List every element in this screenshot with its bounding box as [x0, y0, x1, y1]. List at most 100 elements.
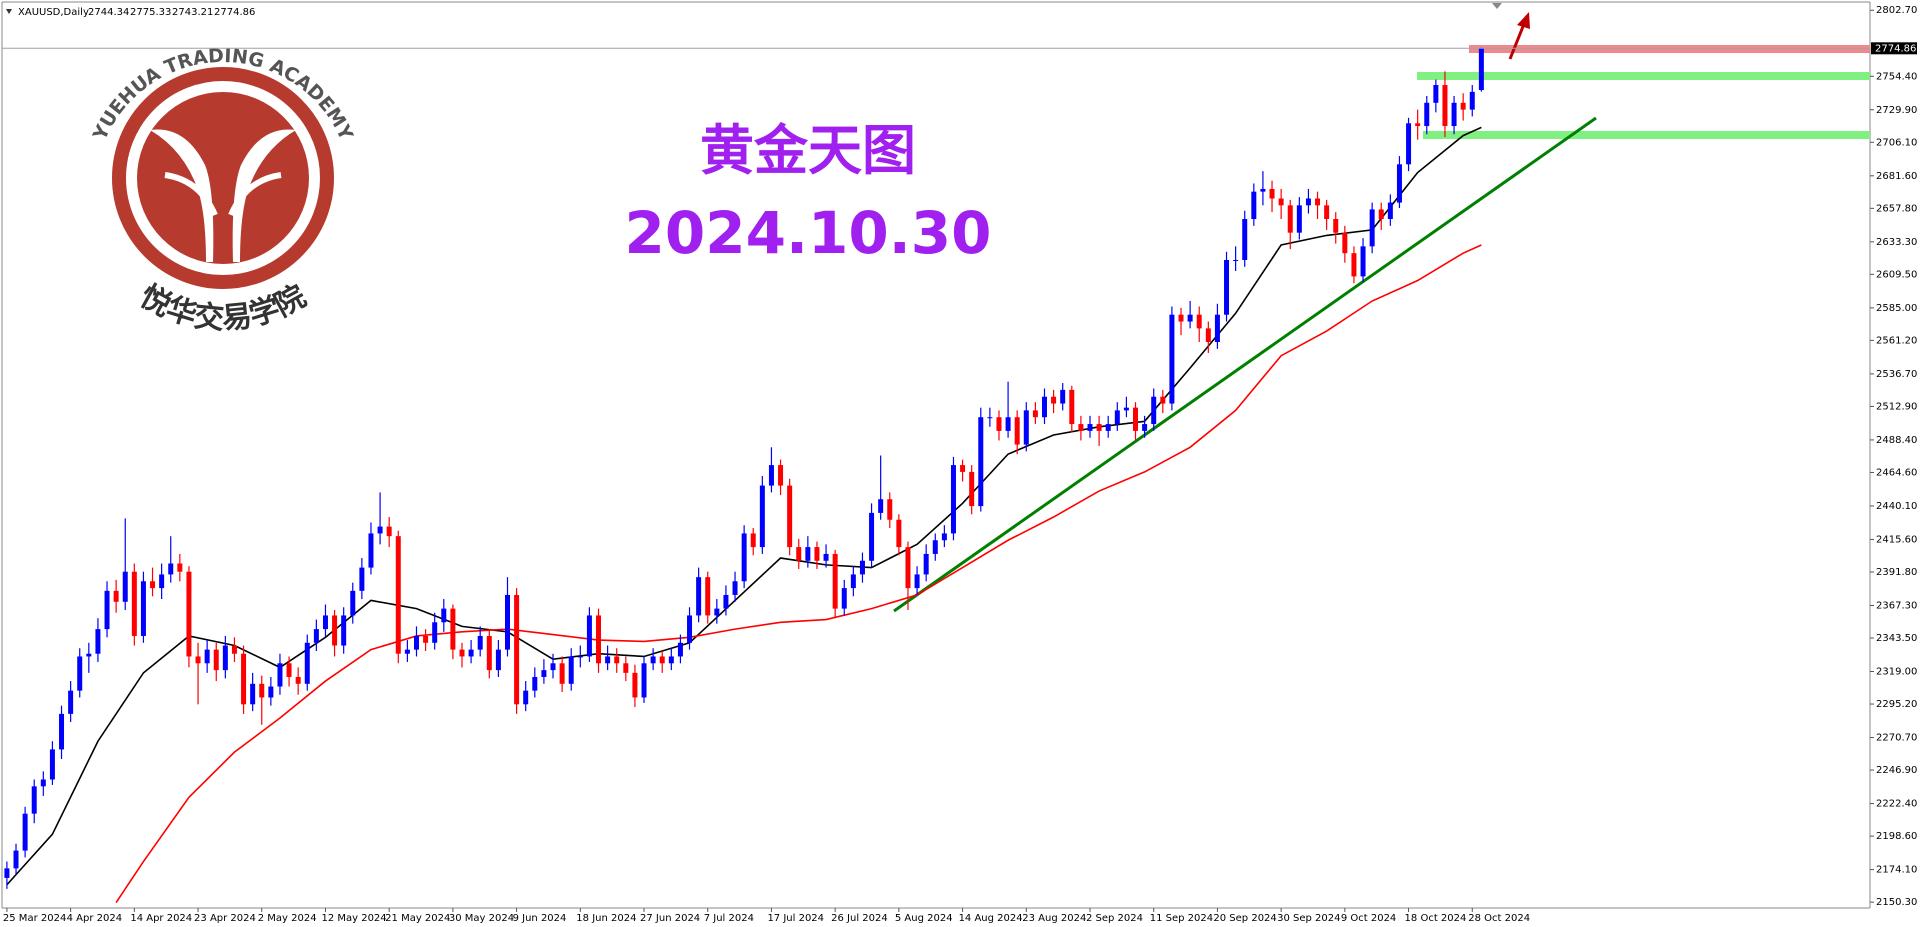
menu-triangle — [6, 9, 12, 14]
candle-body — [1160, 396, 1166, 404]
y-tick-label: 2150.30 — [1876, 897, 1917, 908]
candle-body — [1424, 102, 1430, 127]
candle-body — [204, 649, 210, 664]
y-tick-label: 2802.70 — [1876, 5, 1917, 16]
candle-body — [878, 499, 884, 513]
candle-body — [596, 615, 602, 664]
candle-body — [732, 581, 738, 595]
candle-body — [559, 663, 565, 684]
candle-body — [1005, 417, 1011, 431]
candle-body — [687, 615, 693, 643]
candle-body — [1169, 314, 1175, 404]
candle-body — [95, 629, 101, 654]
candle-body — [332, 615, 338, 646]
candle-body — [1051, 396, 1057, 404]
candle-body — [1351, 253, 1357, 277]
candle-body — [750, 533, 756, 548]
logo-stroke — [164, 172, 282, 217]
y-tick-label: 2706.10 — [1876, 137, 1917, 148]
candle-body — [869, 512, 875, 561]
candle-body — [1406, 123, 1412, 165]
candle-body — [1069, 389, 1075, 425]
x-tick-label: 2 May 2024 — [258, 913, 317, 924]
candle-body — [1396, 164, 1402, 203]
candle-body — [987, 417, 993, 419]
candle-body — [122, 571, 128, 602]
x-tick-label: 30 Sep 2024 — [1277, 913, 1340, 924]
x-tick-label: 14 Apr 2024 — [130, 913, 192, 924]
candle-body — [1142, 424, 1148, 431]
candle-body — [632, 672, 638, 698]
header-close: 2774.86 — [214, 7, 255, 18]
candle-body — [259, 683, 265, 698]
x-tick-label: 21 May 2024 — [385, 913, 450, 924]
candle-body — [159, 574, 165, 589]
x-tick-label: 14 Aug 2024 — [959, 913, 1023, 924]
shift-marker — [1492, 3, 1502, 9]
candle-body — [905, 547, 911, 589]
candle-body — [404, 649, 410, 654]
candle-body — [1032, 410, 1038, 418]
candle-body — [796, 547, 802, 561]
header-open: 2744.34 — [88, 7, 129, 18]
candle-body — [1114, 410, 1120, 425]
candle-body — [1342, 232, 1348, 254]
x-tick-label: 23 Aug 2024 — [1022, 913, 1086, 924]
candle-body — [231, 645, 237, 654]
candle-body — [696, 577, 702, 616]
candle-body — [759, 485, 765, 548]
candle-body — [514, 594, 520, 705]
candle-body — [68, 690, 74, 714]
candle-body — [714, 608, 720, 616]
candle-body — [1451, 102, 1457, 127]
candle-body — [1433, 85, 1439, 103]
candle-body — [1178, 314, 1184, 322]
candle-body — [313, 629, 319, 643]
y-tick-label: 2246.90 — [1876, 765, 1917, 776]
header-high: 2775.33 — [130, 7, 171, 18]
candle-body — [377, 526, 383, 534]
candle-body — [1378, 209, 1384, 219]
candle-body — [778, 465, 784, 486]
candle-body — [1260, 188, 1266, 192]
candle-body — [113, 590, 119, 602]
candle-body — [605, 656, 611, 664]
candle-body — [1133, 407, 1139, 431]
x-tick-label: 17 Jul 2024 — [767, 913, 824, 924]
candle-body — [1315, 198, 1321, 206]
x-tick-label: 20 Sep 2024 — [1213, 913, 1276, 924]
y-tick-label: 2657.80 — [1876, 203, 1917, 214]
candle-body — [277, 663, 283, 687]
candle-body — [1014, 417, 1020, 445]
x-tick-label: 5 Aug 2024 — [895, 913, 953, 924]
candle-body — [1360, 246, 1366, 277]
candle-body — [896, 519, 902, 548]
candle-body — [286, 663, 292, 677]
candle-body — [413, 635, 419, 650]
candle-body — [1415, 123, 1421, 127]
candle-body — [468, 649, 474, 657]
candle-body — [532, 676, 538, 691]
candle-body — [140, 581, 146, 636]
x-tick-label: 18 Oct 2024 — [1405, 913, 1467, 924]
candle-body — [77, 656, 83, 691]
candle-body — [186, 571, 192, 657]
candle-body — [13, 850, 19, 869]
y-tick-label: 2512.90 — [1876, 401, 1917, 412]
candle-body — [923, 553, 929, 575]
candle-body — [1287, 205, 1293, 233]
candle-body — [1369, 209, 1375, 247]
candle-body — [523, 690, 529, 705]
candle-body — [31, 786, 37, 814]
candle-body — [341, 615, 347, 646]
candle-body — [586, 615, 592, 657]
y-tick-label: 2464.60 — [1876, 467, 1917, 478]
y-tick-label: 2270.70 — [1876, 733, 1917, 744]
candle-body — [1269, 188, 1275, 199]
support-zone — [1417, 72, 1870, 80]
candle-body — [295, 676, 301, 684]
candle-body — [423, 635, 429, 643]
candle-body — [1242, 218, 1248, 261]
candle-body — [996, 417, 1002, 431]
current-price-box — [1871, 42, 1917, 55]
